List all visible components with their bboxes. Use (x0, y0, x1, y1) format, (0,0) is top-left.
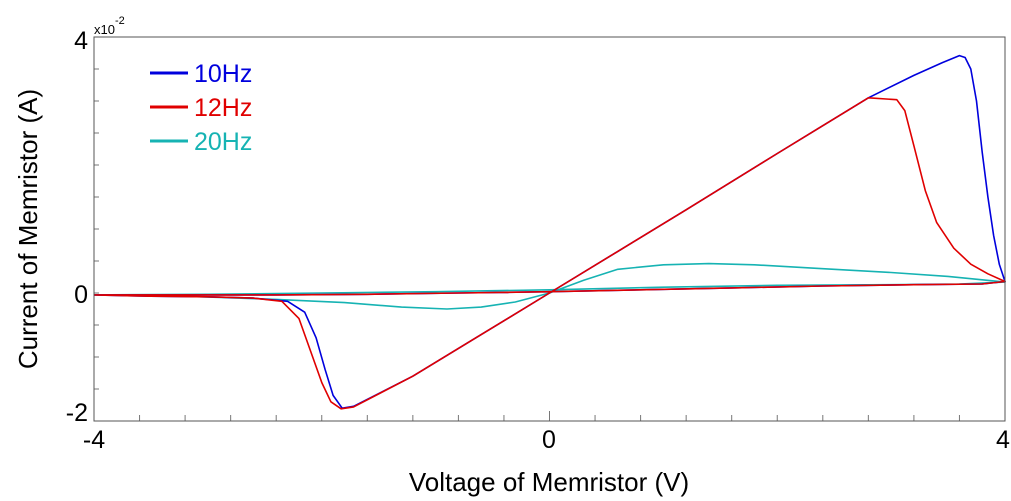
y-tick-label: 4 (74, 27, 88, 55)
x-axis-title: Voltage of Memristor (V) (409, 467, 689, 497)
y-tick-label: 0 (74, 281, 88, 309)
plot-frame (93, 36, 1006, 422)
legend: 10Hz 12Hz 20Hz (150, 60, 252, 156)
y-multiplier-base: x10 (94, 22, 115, 37)
y-multiplier-exponent: -2 (115, 15, 125, 27)
legend-label: 10Hz (194, 60, 252, 88)
series-line-20hz (93, 262, 1006, 310)
y-tick-label: -2 (66, 399, 88, 427)
y-axis-title: Current of Memristor (A) (13, 89, 43, 369)
x-tick-label: 0 (542, 426, 556, 454)
legend-label: 20Hz (194, 128, 252, 156)
y-axis-multiplier: x10-2 (94, 15, 125, 37)
minor-ticks (93, 36, 1006, 422)
series-layer (93, 54, 1006, 410)
x-tick-label: -4 (83, 426, 105, 454)
x-tick-label: 4 (996, 426, 1010, 454)
legend-label: 12Hz (194, 94, 252, 122)
series-line-12hz (93, 97, 1006, 410)
